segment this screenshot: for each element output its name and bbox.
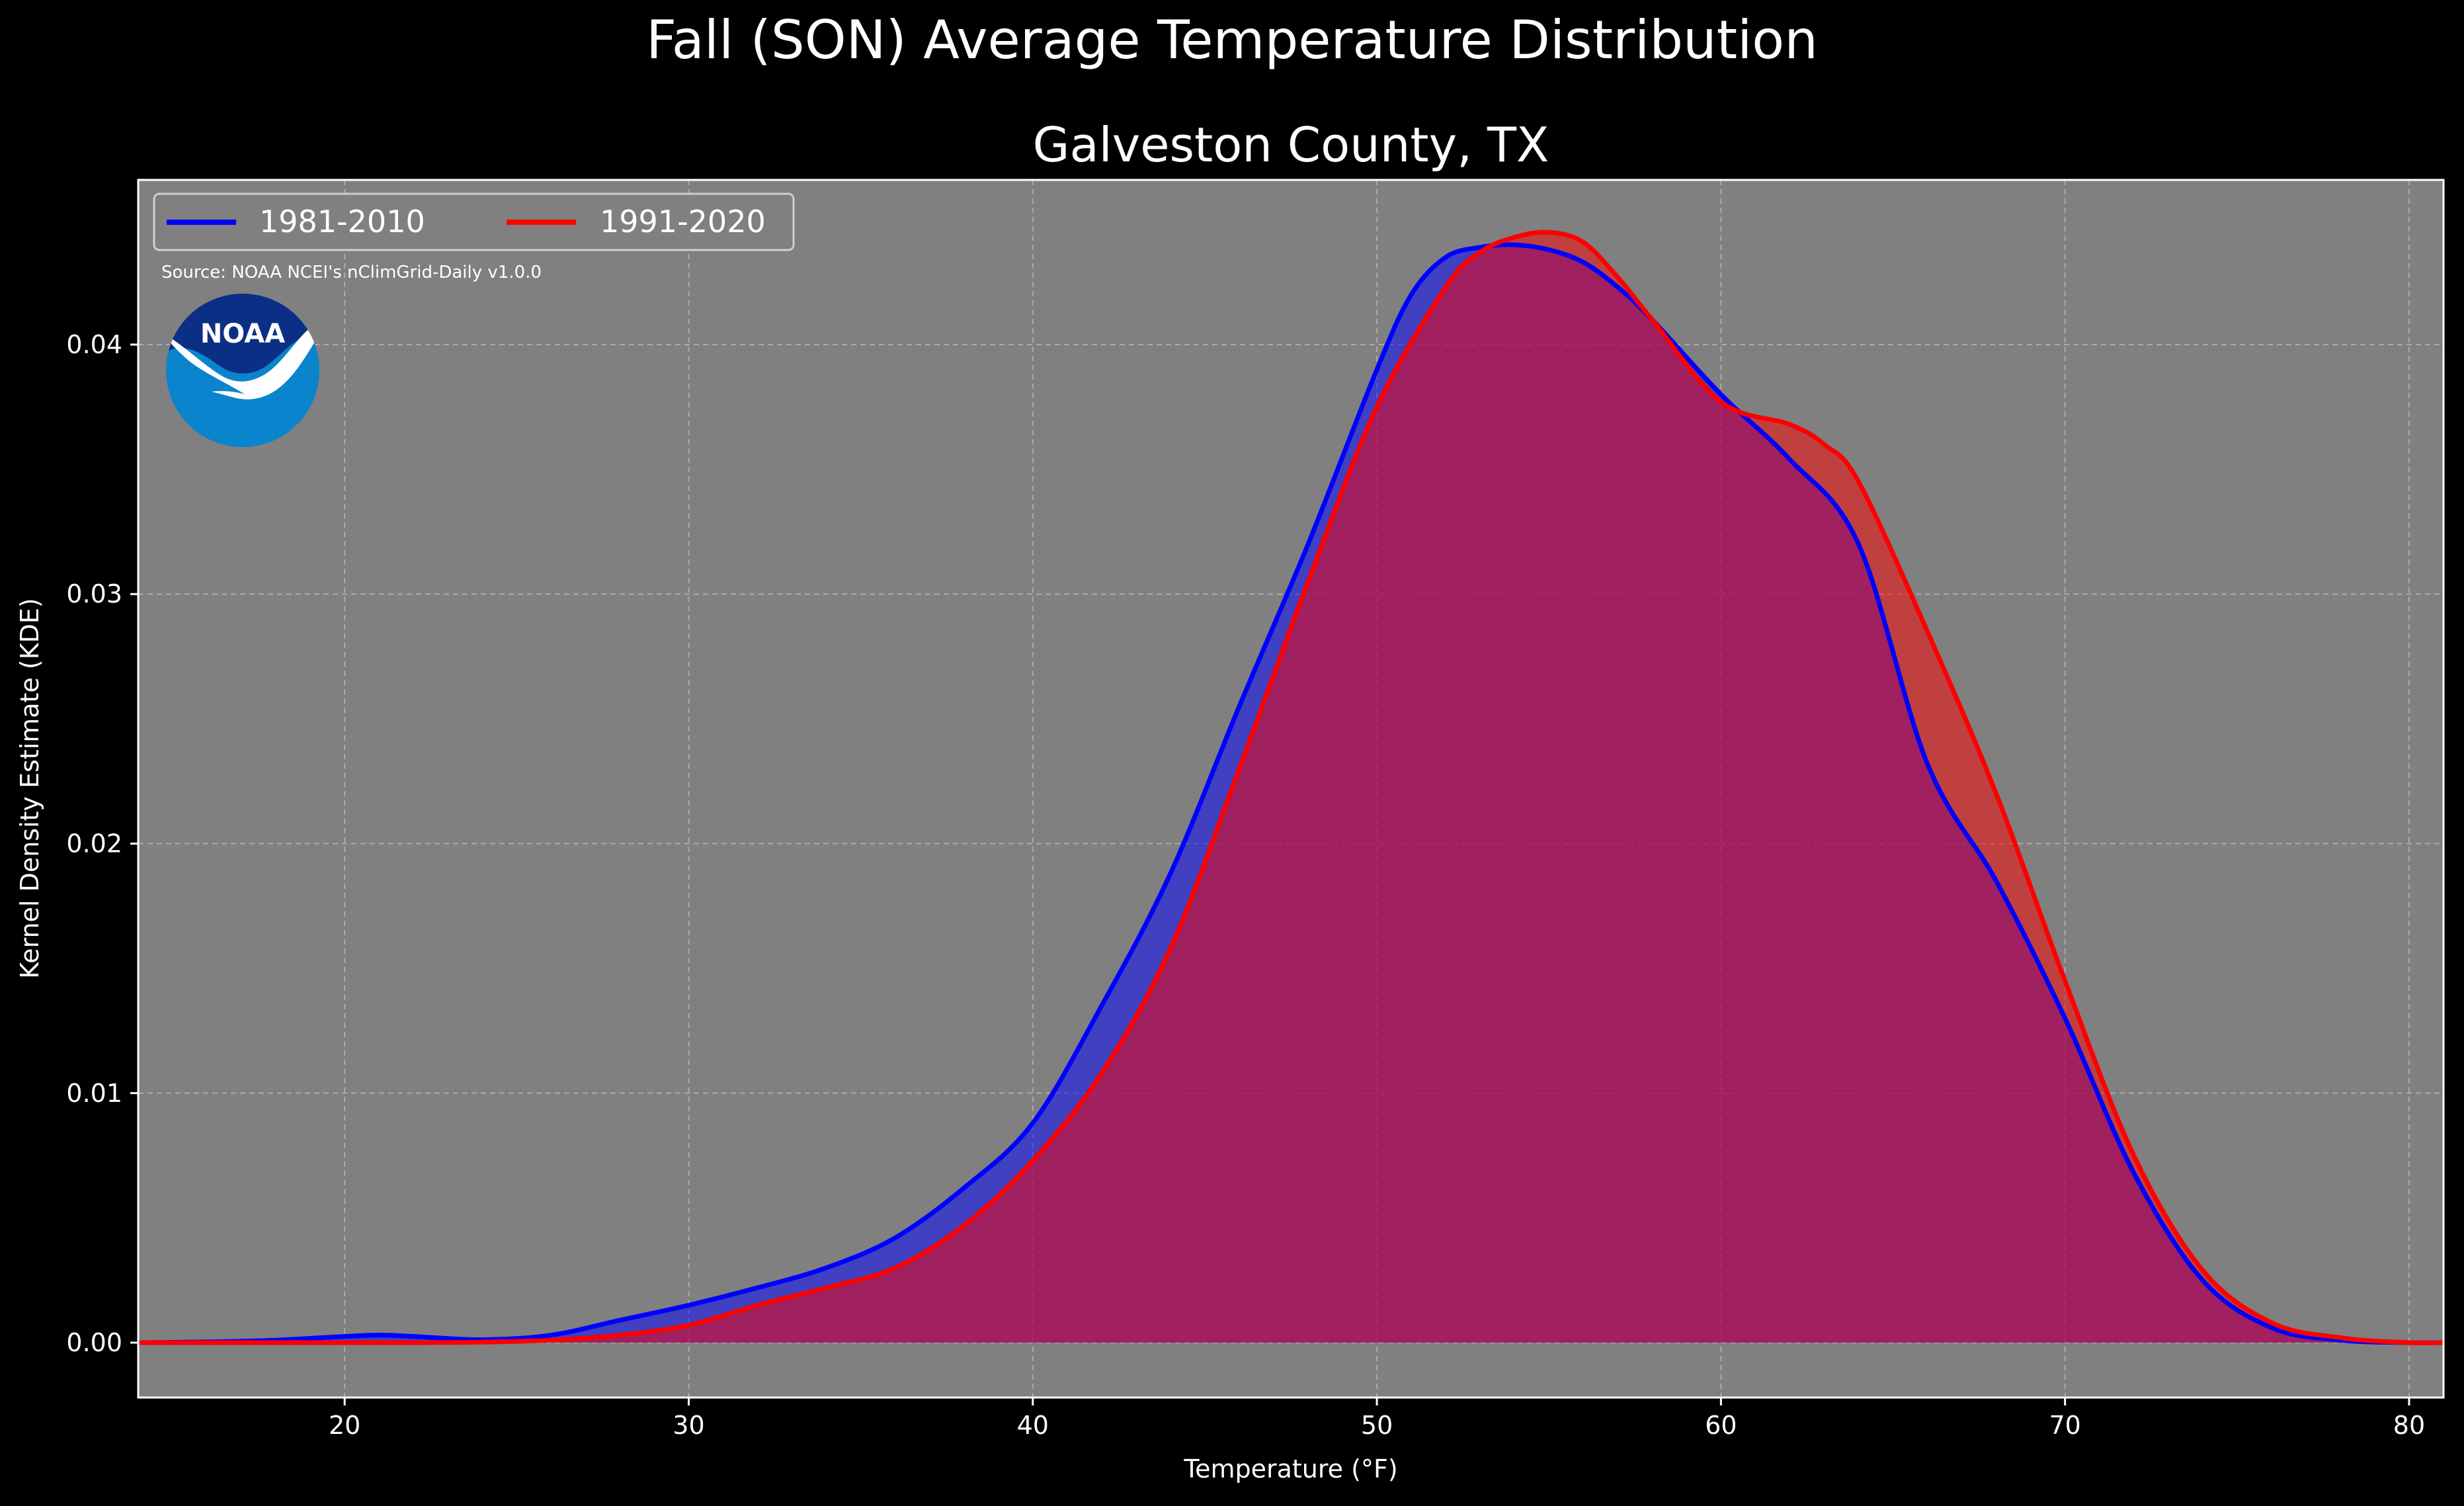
y-tick-label: 0.04 xyxy=(66,330,122,359)
x-tick-label: 30 xyxy=(673,1411,704,1440)
source-note: Source: NOAA NCEI's nClimGrid-Daily v1.0… xyxy=(161,263,542,282)
series-line-1981-2010 xyxy=(138,242,2444,1345)
x-tick-label: 50 xyxy=(1361,1411,1393,1440)
x-axis-label: Temperature (°F) xyxy=(1183,1454,1397,1484)
y-tick-label: 0.01 xyxy=(66,1079,122,1108)
plot-frame xyxy=(137,179,2445,1399)
x-tick-label: 80 xyxy=(2393,1411,2425,1440)
noaa-logo-text: NOAA xyxy=(200,319,285,349)
y-tick-label: 0.00 xyxy=(66,1328,122,1357)
x-tick-label: 20 xyxy=(329,1411,360,1440)
y-axis-label: Kernel Density Estimate (KDE) xyxy=(15,598,44,979)
legend: 1981-2010 1991-2020 xyxy=(153,192,795,251)
chart-subtitle: Galveston County, TX xyxy=(1033,117,1549,173)
series-fills xyxy=(138,231,2443,1343)
y-axis: 0.00 0.01 0.02 0.03 0.04 xyxy=(66,330,138,1357)
x-axis: 20 30 40 50 60 70 80 xyxy=(329,1398,2425,1440)
legend-label-1991-2020: 1991-2020 xyxy=(600,204,766,239)
legend-label-1981-2010: 1981-2010 xyxy=(259,204,425,239)
chart-title: Fall (SON) Average Temperature Distribut… xyxy=(646,9,1818,71)
y-tick-label: 0.02 xyxy=(66,829,122,858)
series-lines xyxy=(138,230,2444,1346)
series-area-1991-2020 xyxy=(138,231,2443,1343)
y-tick-label: 0.03 xyxy=(66,579,122,608)
x-tick-label: 70 xyxy=(2049,1411,2080,1440)
series-line-1991-2020 xyxy=(138,230,2444,1346)
x-tick-label: 60 xyxy=(1705,1411,1737,1440)
x-tick-label: 40 xyxy=(1017,1411,1049,1440)
legend-box xyxy=(153,192,795,251)
